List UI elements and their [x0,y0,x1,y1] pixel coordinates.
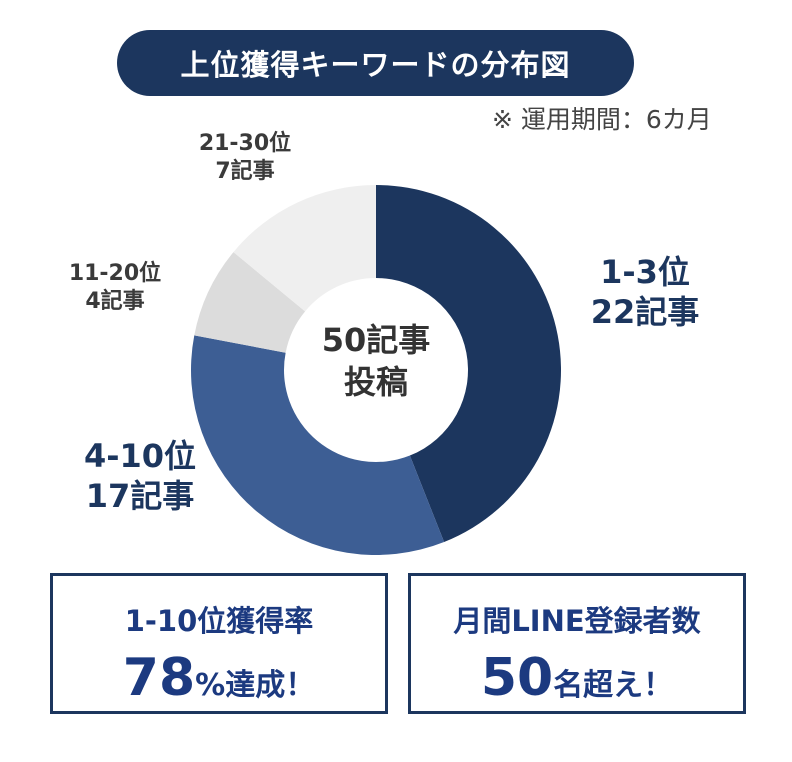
donut-slice-4-10位 [191,335,445,555]
slice-count: 7記事 [215,158,275,184]
slice-count: 22記事 [590,293,700,331]
slice-label-1-3: 1-3位 22記事 [560,252,730,332]
slice-count: 4記事 [85,288,145,314]
slice-count: 17記事 [85,477,195,515]
slice-label-11-20: 11-20位 4記事 [50,260,180,315]
period-note: ※ 運用期間：6カ月 [492,105,712,134]
center-label-line1: 50記事 [321,321,431,359]
stat-suffix: 名超え！ [553,668,674,703]
slice-label-4-10: 4-10位 17記事 [55,436,225,516]
slice-name: 4-10位 [83,437,197,475]
stat-box-ranking-rate: 1-10位獲得率 78%達成！ [50,573,388,714]
stat-number: 78 [122,648,196,708]
slice-name: 1-3位 [600,253,690,291]
stat-suffix: %達成！ [195,668,316,703]
stat-box-line-signups: 月間LINE登録者数 50名超え！ [408,573,746,714]
stat-number: 50 [480,648,554,708]
center-label: 50記事 投稿 [296,320,456,403]
slice-name: 21-30位 [198,131,292,156]
donut-slice-1-3位 [376,185,562,543]
center-label-line2: 投稿 [343,362,408,401]
slice-label-21-30: 21-30位 7記事 [180,130,310,185]
chart-title: 上位獲得キーワードの分布図 [117,30,634,96]
donut-slice-11-20位 [194,252,306,353]
stat-heading: 1-10位獲得率 [124,604,314,638]
stat-heading: 月間LINE登録者数 [453,604,701,638]
donut-slice-21-30位 [233,185,376,312]
slice-name: 11-20位 [68,261,162,286]
